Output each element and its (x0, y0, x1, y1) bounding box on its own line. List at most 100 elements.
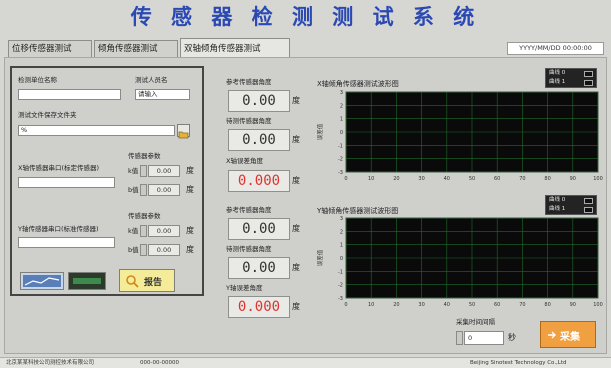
y-chart-y-tick-label: -3 (338, 296, 343, 302)
x-chart-y-axis-label: 误差值 (316, 123, 324, 140)
y-chart-y-axis-label: 误差值 (316, 249, 324, 266)
y-k-label: k值 (128, 227, 139, 235)
y-chart-y-tick-label: 2 (340, 229, 343, 235)
folder-icon (178, 131, 189, 139)
ref-angle-unit-1: 度 (292, 96, 300, 105)
unit-name-input[interactable] (18, 89, 121, 100)
unit-name-label: 检测单位名称 (18, 76, 57, 84)
y-chart-x-tick-label: 60 (494, 302, 500, 308)
y-chart-x-tick-label: 70 (519, 302, 525, 308)
report-button[interactable]: 报告 (119, 269, 175, 292)
x-chart-legend[interactable]: 曲线 0 曲线 1 (545, 68, 597, 88)
x-k-stepper[interactable] (140, 165, 147, 177)
x-k-label: k值 (128, 167, 139, 175)
search-icon (126, 275, 139, 288)
x-sensor-param-label: 传感器参数 (128, 152, 161, 160)
save-folder-path-input[interactable]: % (18, 125, 175, 136)
x-error-unit: 度 (292, 176, 300, 185)
x-chart-title: X轴倾角传感器测试波形图 (317, 80, 399, 88)
y-sensor-param-label: 传感器参数 (128, 212, 161, 220)
x-chart-y-tick-label: -3 (338, 170, 343, 176)
test-angle-unit-1: 度 (292, 135, 300, 144)
x-error-value: 0.000 (228, 170, 290, 192)
x-error-label: X轴误差角度 (226, 157, 263, 165)
y-chart-x-tick-label: 0 (344, 302, 347, 308)
y-legend-series-1: 曲线 1 (549, 206, 566, 212)
y-chart-y-tick-label: 0 (340, 256, 343, 262)
x-b-label: b值 (128, 186, 139, 194)
y-chart-y-tick-label: -2 (338, 283, 343, 289)
status-bar: 北京某某科技公司测控技术有限公司 000-00-00000 Beijing Si… (0, 357, 611, 368)
y-sensor-port-select[interactable] (18, 237, 115, 248)
y-error-unit: 度 (292, 302, 300, 311)
interval-unit: 秒 (508, 333, 516, 342)
x-legend-series-0: 曲线 0 (549, 70, 566, 76)
y-chart-x-tick-label: 50 (469, 302, 475, 308)
test-angle-label-2: 待测传感器角度 (226, 245, 272, 253)
x-chart-x-tick-label: 10 (368, 176, 374, 182)
save-folder-label: 测试文件保存文件夹 (18, 111, 77, 119)
y-b-label: b值 (128, 246, 139, 254)
y-chart-x-tick-label: 80 (544, 302, 550, 308)
test-angle-value-1: 0.00 (228, 129, 290, 151)
x-b-unit: 度 (186, 185, 194, 194)
ref-angle-value-1: 0.00 (228, 90, 290, 112)
connect-button[interactable] (20, 272, 64, 290)
x-chart-y-tick-label: -1 (338, 143, 343, 149)
tester-name-input[interactable]: 请输入 (135, 89, 190, 100)
x-chart-y-tick-label: 3 (340, 90, 343, 96)
y-chart-title: Y轴倾角传感器测试波形图 (317, 207, 399, 215)
interval-label: 采集时间间隔 (456, 318, 495, 326)
x-chart-x-tick-label: 30 (418, 176, 424, 182)
run-indicator-button[interactable] (68, 272, 106, 290)
interval-stepper[interactable] (456, 331, 463, 345)
y-k-stepper[interactable] (140, 225, 147, 237)
run-led (73, 278, 101, 284)
test-angle-value-2: 0.00 (228, 257, 290, 279)
x-chart-x-tick-label: 100 (593, 176, 603, 182)
status-english-name: Beijing Sinotest Technology Co.,Ltd (470, 360, 567, 366)
tab-dual-axis-tilt-sensor-test[interactable]: 双轴倾角传感器测试 (180, 38, 290, 58)
y-chart-x-tick-label: 40 (444, 302, 450, 308)
y-chart-x-tick-label: 30 (418, 302, 424, 308)
y-chart-x-tick-label: 90 (570, 302, 576, 308)
x-chart-y-tick-label: 1 (340, 117, 343, 123)
x-b-stepper[interactable] (140, 184, 147, 196)
y-b-stepper[interactable] (140, 244, 147, 256)
x-chart-y-tick-label: 2 (340, 103, 343, 109)
test-angle-label-1: 待测传感器角度 (226, 117, 272, 125)
collect-button[interactable]: 采集 (540, 321, 596, 348)
x-k-unit: 度 (186, 166, 194, 175)
y-chart-legend[interactable]: 曲线 0 曲线 1 (545, 195, 597, 215)
ref-angle-label-2: 参考传感器角度 (226, 206, 272, 214)
x-chart-x-tick-label: 50 (469, 176, 475, 182)
x-k-value[interactable]: 0.00 (148, 165, 180, 177)
tab-tilt-sensor-test[interactable]: 倾角传感器测试 (94, 40, 178, 57)
status-phone: 000-00-00000 (140, 360, 179, 366)
x-legend-swatch-1 (584, 80, 593, 86)
x-chart-y-tick-label: 0 (340, 130, 343, 136)
y-chart-y-tick-label: 3 (340, 216, 343, 222)
y-chart-y-tick-label: 1 (340, 243, 343, 249)
browse-folder-button[interactable] (177, 124, 190, 139)
chart-icon (23, 275, 61, 287)
x-chart-x-tick-label: 20 (393, 176, 399, 182)
interval-input[interactable]: 0 (464, 331, 504, 345)
x-chart-x-tick-label: 0 (344, 176, 347, 182)
x-sensor-port-select[interactable] (18, 177, 115, 188)
x-b-value[interactable]: 0.00 (148, 184, 180, 196)
y-b-value[interactable]: 0.00 (148, 244, 180, 256)
y-k-value[interactable]: 0.00 (148, 225, 180, 237)
y-legend-swatch-0 (584, 198, 593, 204)
y-k-unit: 度 (186, 226, 194, 235)
ref-angle-value-2: 0.00 (228, 218, 290, 240)
x-sensor-port-label: X轴传感器串口(标定传感器) (18, 164, 100, 172)
arrow-right-icon (548, 331, 556, 339)
tab-displacement-sensor-test[interactable]: 位移传感器测试 (8, 40, 92, 57)
x-legend-swatch-0 (584, 71, 593, 77)
ref-angle-label-1: 参考传感器角度 (226, 78, 272, 86)
y-sensor-port-label: Y轴传感器串口(标准传感器) (18, 225, 99, 233)
ref-angle-unit-2: 度 (292, 224, 300, 233)
